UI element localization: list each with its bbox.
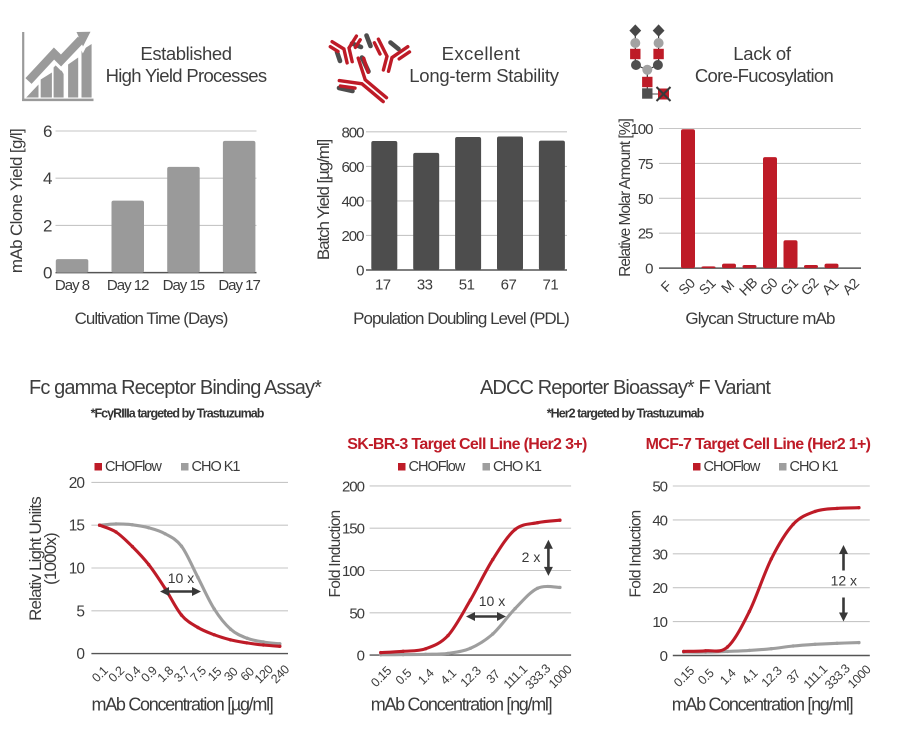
svg-text:Glycan Structure mAb: Glycan Structure mAb — [685, 309, 835, 328]
svg-text:50: 50 — [652, 479, 667, 496]
svg-text:0: 0 — [43, 264, 52, 283]
svg-text:MCF-7 Target Cell Line (Her2 1: MCF-7 Target Cell Line (Her2 1+) — [646, 436, 871, 453]
svg-text:67: 67 — [501, 277, 517, 294]
svg-text:High Yield Processes: High Yield Processes — [106, 65, 267, 86]
svg-text:*FcγRIIIa targeted by Trastuzu: *FcγRIIIa targeted by Trastuzumab — [91, 407, 265, 421]
svg-text:10 x: 10 x — [479, 593, 505, 609]
svg-text:40: 40 — [652, 512, 667, 529]
svg-text:Fold Induction: Fold Induction — [628, 510, 645, 597]
svg-text:10: 10 — [652, 614, 667, 631]
svg-text:200: 200 — [342, 478, 365, 495]
svg-text:50: 50 — [638, 191, 653, 208]
svg-text:4: 4 — [43, 169, 52, 188]
svg-text:Established: Established — [140, 43, 231, 64]
svg-text:CHOFlow: CHOFlow — [409, 459, 466, 475]
svg-text:2: 2 — [43, 216, 52, 235]
svg-text:mAb Concentration [ng/ml]: mAb Concentration [ng/ml] — [371, 695, 552, 715]
svg-text:Day 15: Day 15 — [163, 277, 205, 294]
svg-text:Population Doubling Level (PDL: Population Doubling Level (PDL) — [353, 309, 569, 328]
svg-text:150: 150 — [342, 521, 365, 538]
svg-text:10: 10 — [69, 561, 86, 578]
svg-text:*Her2 targeted by Trastuzumab: *Her2 targeted by Trastuzumab — [547, 407, 705, 421]
svg-text:600: 600 — [341, 159, 364, 176]
svg-text:Day 12: Day 12 — [107, 277, 149, 294]
svg-text:Day 17: Day 17 — [218, 277, 260, 294]
svg-text:CHO K1: CHO K1 — [493, 459, 542, 475]
svg-text:Fc gamma Receptor Binding Assa: Fc gamma Receptor Binding Assay* — [29, 377, 322, 399]
svg-text:Relativ Light Uniits: Relativ Light Uniits — [26, 497, 45, 621]
svg-text:Fold Induction: Fold Induction — [327, 510, 344, 597]
svg-text:71: 71 — [543, 277, 559, 294]
svg-text:50: 50 — [349, 605, 364, 622]
svg-text:Long-term Stability: Long-term Stability — [409, 65, 559, 86]
svg-text:Lack of: Lack of — [733, 43, 792, 64]
svg-text:12 x: 12 x — [831, 573, 857, 589]
svg-text:Cultivation Time (Days): Cultivation Time (Days) — [75, 309, 228, 328]
svg-text:33: 33 — [417, 277, 433, 294]
svg-text:6: 6 — [43, 122, 52, 141]
svg-text:mAb Concentration [µg/ml]: mAb Concentration [µg/ml] — [92, 695, 273, 715]
svg-text:CHO K1: CHO K1 — [192, 459, 241, 475]
svg-text:10 x: 10 x — [168, 570, 194, 586]
svg-text:Core-Fucosylation: Core-Fucosylation — [695, 65, 834, 86]
svg-text:75: 75 — [638, 156, 653, 173]
svg-text:400: 400 — [341, 193, 364, 210]
svg-text:ADCC Reporter Bioassay* F Vari: ADCC Reporter Bioassay* F Variant — [480, 377, 771, 399]
svg-text:100: 100 — [630, 121, 653, 138]
svg-text:17: 17 — [375, 277, 391, 294]
svg-text:0: 0 — [357, 648, 365, 665]
svg-text:51: 51 — [459, 277, 475, 294]
svg-text:0: 0 — [356, 263, 364, 280]
svg-text:5: 5 — [76, 603, 84, 620]
svg-text:Relative Molar Amount [%]: Relative Molar Amount [%] — [617, 118, 634, 276]
svg-text:(1000x): (1000x) — [41, 533, 60, 585]
svg-text:0: 0 — [660, 648, 668, 665]
svg-text:mAb Concentration [ng/ml]: mAb Concentration [ng/ml] — [672, 695, 853, 715]
svg-text:25: 25 — [638, 226, 653, 243]
svg-text:2 x: 2 x — [522, 549, 541, 565]
svg-text:200: 200 — [341, 228, 364, 245]
svg-text:Batch Yield [µg/ml]: Batch Yield [µg/ml] — [314, 140, 333, 261]
svg-text:CHO K1: CHO K1 — [790, 459, 839, 475]
svg-text:0: 0 — [645, 261, 653, 278]
svg-text:800: 800 — [341, 124, 364, 141]
svg-text:Day 8: Day 8 — [55, 277, 90, 294]
svg-text:CHOFlow: CHOFlow — [704, 459, 761, 475]
svg-text:20: 20 — [69, 475, 86, 492]
svg-text:CHOFlow: CHOFlow — [105, 459, 162, 475]
svg-text:SK-BR-3 Target Cell Line (Her2: SK-BR-3 Target Cell Line (Her2 3+) — [347, 436, 587, 453]
svg-text:Excellent: Excellent — [442, 43, 521, 64]
svg-text:0: 0 — [76, 646, 85, 663]
svg-text:15: 15 — [69, 518, 85, 535]
svg-text:30: 30 — [652, 546, 667, 563]
svg-text:20: 20 — [652, 580, 667, 597]
svg-text:100: 100 — [342, 563, 365, 580]
svg-text:mAb Clone Yield [g/l]: mAb Clone Yield [g/l] — [7, 129, 26, 273]
